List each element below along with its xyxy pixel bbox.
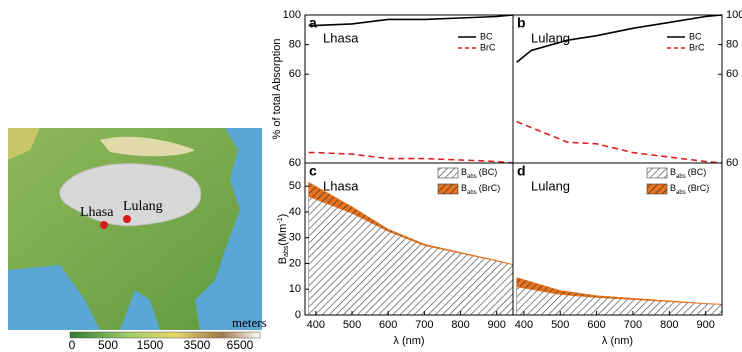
site-marker [123, 215, 131, 223]
legend-name: (BrC) [688, 183, 710, 193]
legend-label: BC [689, 31, 702, 41]
x-tick-label: 900 [696, 319, 714, 331]
legend-label: Babs(BC) [670, 167, 706, 179]
y-tick-label: 100 [283, 9, 301, 21]
site-label: Lhasa [80, 205, 114, 220]
panel-label: d [517, 163, 526, 179]
panel-title: Lhasa [323, 178, 359, 193]
panel-label: b [517, 15, 526, 31]
y-tick-label: 60 [289, 157, 301, 169]
y-tick-label: 50 [289, 180, 301, 192]
y-tick-label: 10 [289, 283, 301, 295]
site-marker [100, 221, 108, 229]
stacked-area [309, 197, 513, 316]
legend-label: BrC [480, 42, 496, 52]
legend-name: (BrC) [479, 183, 501, 193]
legend-swatch [647, 168, 667, 178]
x-tick-label: 500 [551, 319, 569, 331]
legend-label: Babs(BrC) [670, 183, 709, 195]
y-tick-label: 80 [289, 39, 301, 51]
legend-swatch [438, 184, 458, 194]
x-tick-label: 500 [343, 319, 361, 331]
legend-sub: abs [467, 190, 477, 196]
x-tick-label: 800 [451, 319, 469, 331]
panel-label: c [309, 163, 317, 179]
legend-swatch [647, 184, 667, 194]
x-tick-label: 600 [587, 319, 605, 331]
y-axis-label: % of total Absorption [271, 39, 283, 140]
y-tick-label: 60 [289, 68, 301, 80]
y-tick-label: 20 [289, 257, 301, 269]
x-tick-label: 700 [415, 319, 433, 331]
legend-sub: abs [676, 190, 686, 196]
y2-tick-label: 60 [726, 68, 738, 80]
series-line [309, 153, 513, 163]
scale-label: 500 [98, 338, 118, 352]
scale-label: 0 [69, 338, 76, 352]
scale-label: 3500 [184, 338, 211, 352]
y-axis-label: Babs(Mm-1) [277, 214, 290, 265]
panel-title: Lhasa [323, 30, 359, 45]
series-line [309, 15, 513, 25]
panel-label: a [309, 15, 317, 31]
series-line [517, 122, 722, 163]
scale-unit: meters [232, 315, 267, 330]
legend-sub: abs [676, 174, 686, 180]
y-axis-label-part: ) [277, 214, 289, 218]
panel-title: Lulang [531, 178, 570, 193]
map: Lhasa Lulang meters [8, 128, 267, 338]
y-tick-label: 40 [289, 206, 301, 218]
legend-label: BC [480, 31, 493, 41]
legend-name: (BC) [479, 167, 498, 177]
panel: Babs(BC) Babs(BrC) d Lulang 400 500 600 700 800 9… [513, 163, 722, 347]
y2-tick-label: 80 [726, 39, 738, 51]
color-bar [70, 332, 260, 338]
x-axis-label: λ (nm) [393, 335, 424, 347]
y-tick-label: 0 [295, 309, 301, 321]
legend-name: (BC) [688, 167, 707, 177]
panel-title: Lulang [531, 30, 570, 45]
x-tick-label: 800 [660, 319, 678, 331]
legend-label: BrC [689, 42, 705, 52]
x-tick-label: 400 [515, 319, 533, 331]
x-tick-label: 400 [307, 319, 325, 331]
y2-tick-label: 60 [726, 157, 738, 169]
y2-tick-label: 100 [726, 9, 742, 21]
figure: Lhasa Lulang meters 0500150035006500BCBr… [0, 0, 742, 352]
x-tick-label: 900 [488, 319, 506, 331]
x-tick-label: 700 [624, 319, 642, 331]
legend-label: Babs(BC) [461, 167, 497, 179]
y-tick-label: 30 [289, 232, 301, 244]
legend-sub: abs [467, 174, 477, 180]
y-axis-label-part: B [277, 257, 289, 264]
site-label: Lulang [123, 199, 163, 214]
scale-label: 1500 [137, 338, 164, 352]
x-tick-label: 600 [379, 319, 397, 331]
x-axis-label: λ (nm) [602, 335, 633, 347]
y-axis-label-part: (Mm [277, 224, 289, 246]
legend-label: Babs(BrC) [461, 183, 500, 195]
scale-label: 6500 [227, 338, 254, 352]
y-axis-label-part: abs [283, 245, 290, 257]
legend-swatch [438, 168, 458, 178]
